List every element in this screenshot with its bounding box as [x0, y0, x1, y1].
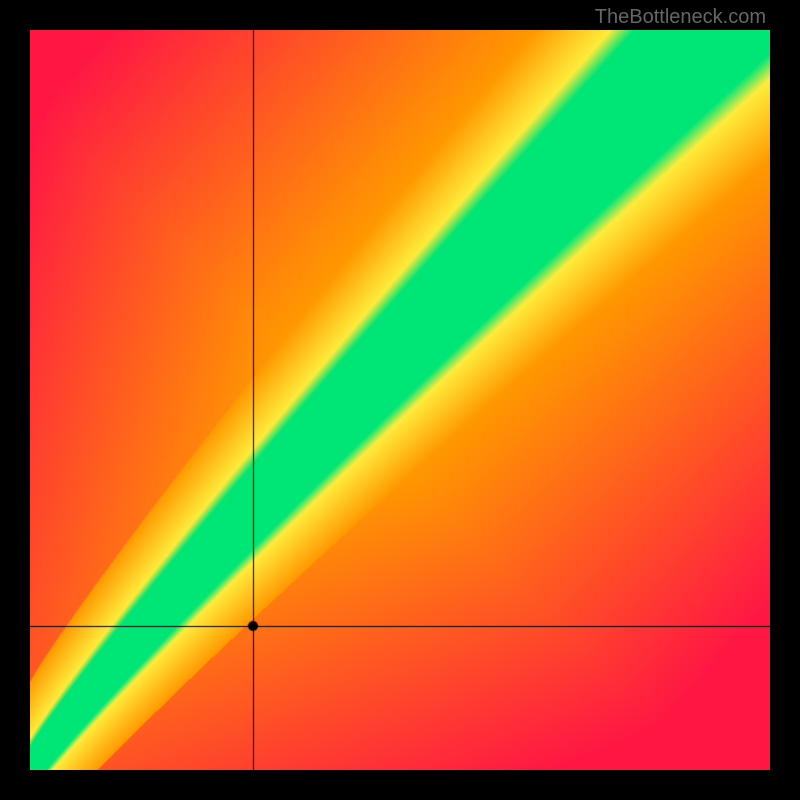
watermark-text: TheBottleneck.com	[595, 6, 766, 29]
heatmap-canvas	[30, 30, 770, 770]
bottleneck-heatmap-chart	[30, 30, 770, 770]
